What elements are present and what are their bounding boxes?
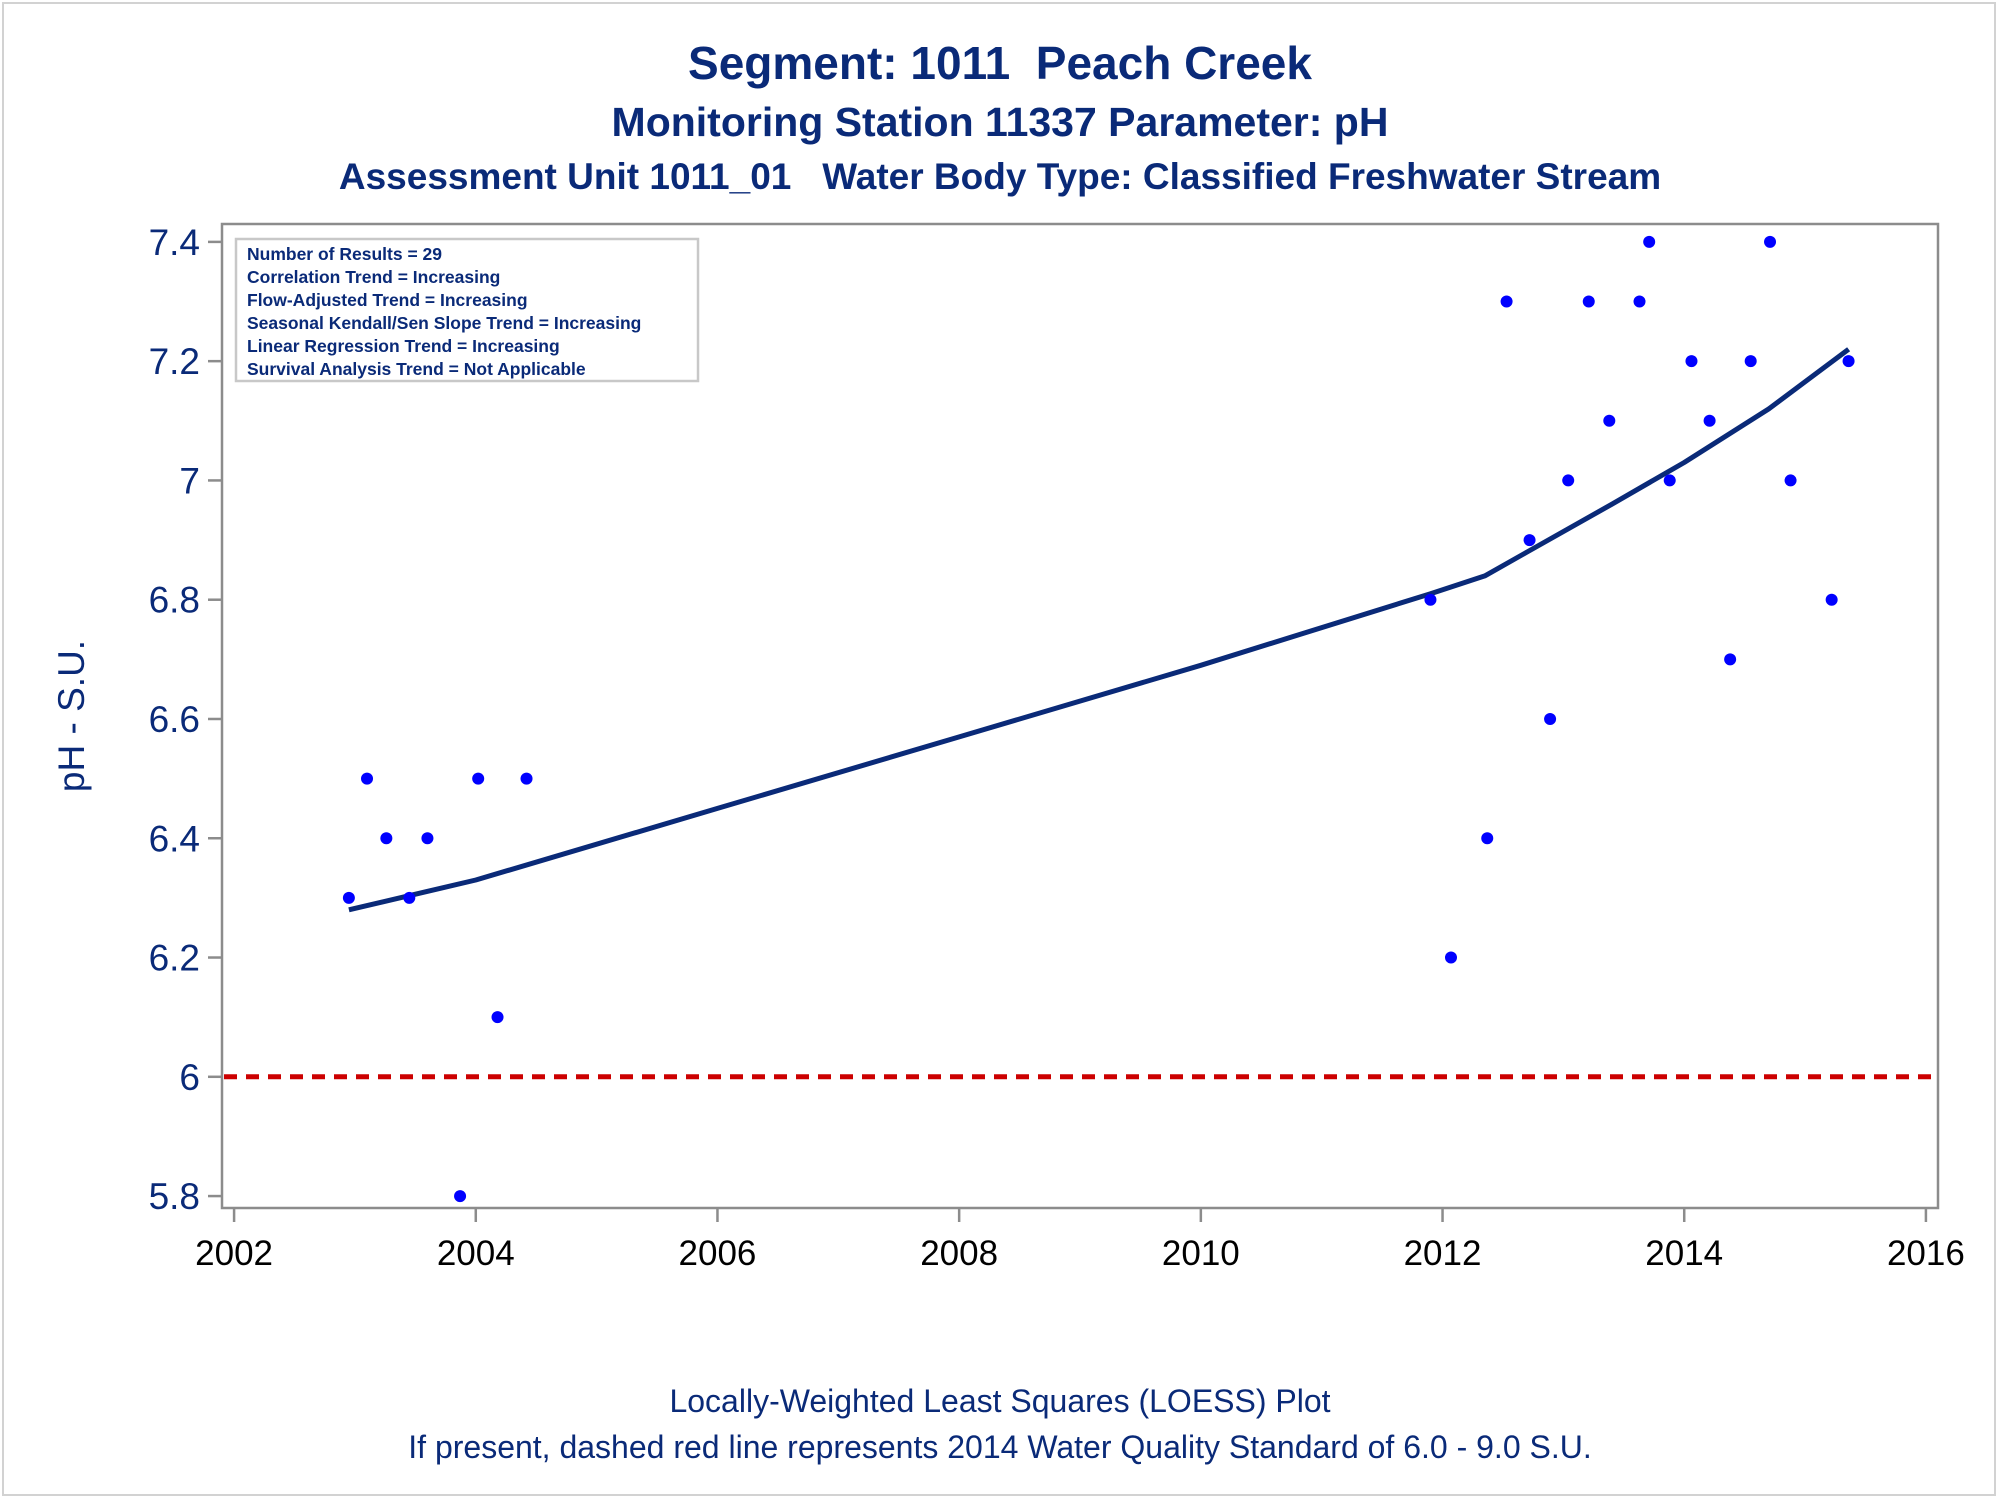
trend-summary-line: Flow-Adjusted Trend = Increasing bbox=[247, 290, 528, 310]
data-point bbox=[421, 832, 434, 845]
data-point bbox=[1544, 712, 1557, 725]
y-tick-label: 7.4 bbox=[149, 222, 200, 263]
chart-subtitle-assessment: Assessment Unit 1011_01 Water Body Type:… bbox=[338, 156, 1662, 197]
data-point bbox=[1643, 235, 1656, 248]
plot-border bbox=[220, 222, 1940, 1210]
data-points bbox=[342, 235, 1855, 1203]
x-tick-label: 2008 bbox=[920, 1234, 998, 1273]
data-point bbox=[1703, 414, 1716, 427]
trend-summary-line: Number of Results = 29 bbox=[247, 244, 442, 264]
data-point bbox=[1523, 534, 1536, 547]
data-point bbox=[1764, 235, 1777, 248]
data-point bbox=[1424, 593, 1437, 606]
trend-summary-line: Survival Analysis Trend = Not Applicable bbox=[247, 359, 586, 379]
y-tick-label: 6.2 bbox=[149, 938, 200, 979]
data-point bbox=[342, 891, 355, 904]
data-point bbox=[1603, 414, 1616, 427]
data-point bbox=[361, 772, 374, 785]
trend-summary-line: Seasonal Kendall/Sen Slope Trend = Incre… bbox=[247, 313, 641, 333]
data-point bbox=[520, 772, 533, 785]
footnote-standard: If present, dashed red line represents 2… bbox=[408, 1429, 1592, 1465]
data-point bbox=[1444, 951, 1457, 964]
data-point bbox=[1481, 832, 1494, 845]
y-tick-label: 6.4 bbox=[149, 818, 200, 859]
x-tick-label: 2010 bbox=[1162, 1234, 1240, 1273]
data-point bbox=[1724, 653, 1737, 666]
y-tick-label: 7.2 bbox=[149, 341, 200, 382]
data-point bbox=[454, 1190, 467, 1203]
axes: 2002 2004 2006 2008 2010 2012 2014 2016 5.8 6 6.2 6… bbox=[51, 222, 1965, 1273]
x-tick-label: 2004 bbox=[437, 1234, 515, 1273]
data-point bbox=[1663, 474, 1676, 487]
x-tick-label: 2014 bbox=[1645, 1234, 1723, 1273]
data-point bbox=[1744, 355, 1757, 368]
data-point bbox=[1784, 474, 1797, 487]
data-point bbox=[1633, 295, 1646, 308]
trend-summary-box: Number of Results = 29 Correlation Trend … bbox=[234, 237, 700, 383]
y-tick-label: 5.8 bbox=[149, 1176, 200, 1217]
y-tick-label: 6.6 bbox=[149, 699, 200, 740]
data-point bbox=[1562, 474, 1575, 487]
y-tick-label: 6.8 bbox=[149, 580, 200, 621]
x-tick-label: 2016 bbox=[1887, 1234, 1965, 1273]
x-tick-label: 2012 bbox=[1404, 1234, 1482, 1273]
footnote-loess: Locally-Weighted Least Squares (LOESS) P… bbox=[669, 1383, 1331, 1419]
data-point bbox=[1685, 355, 1698, 368]
x-tick-label: 2006 bbox=[679, 1234, 757, 1273]
data-point bbox=[1842, 355, 1855, 368]
loess-layer bbox=[348, 347, 1851, 913]
data-point bbox=[1500, 295, 1513, 308]
chart-subtitle-station: Monitoring Station 11337 Parameter: pH bbox=[611, 99, 1389, 145]
trend-summary-line: Linear Regression Trend = Increasing bbox=[247, 336, 560, 356]
data-point bbox=[1582, 295, 1595, 308]
y-tick-label: 7 bbox=[179, 460, 200, 501]
y-tick-label: 6 bbox=[179, 1057, 200, 1098]
trend-summary-border bbox=[234, 237, 700, 383]
data-point bbox=[472, 772, 485, 785]
data-point bbox=[491, 1011, 504, 1024]
trend-summary-line: Correlation Trend = Increasing bbox=[247, 267, 500, 287]
data-point bbox=[403, 891, 416, 904]
x-tick-label: 2002 bbox=[195, 1234, 273, 1273]
data-point bbox=[380, 832, 393, 845]
chart-title: Segment: 1011 Peach Creek bbox=[688, 37, 1312, 89]
loess-trend-line bbox=[348, 347, 1851, 913]
y-axis-label: pH - S.U. bbox=[51, 640, 92, 792]
data-point bbox=[1825, 593, 1838, 606]
